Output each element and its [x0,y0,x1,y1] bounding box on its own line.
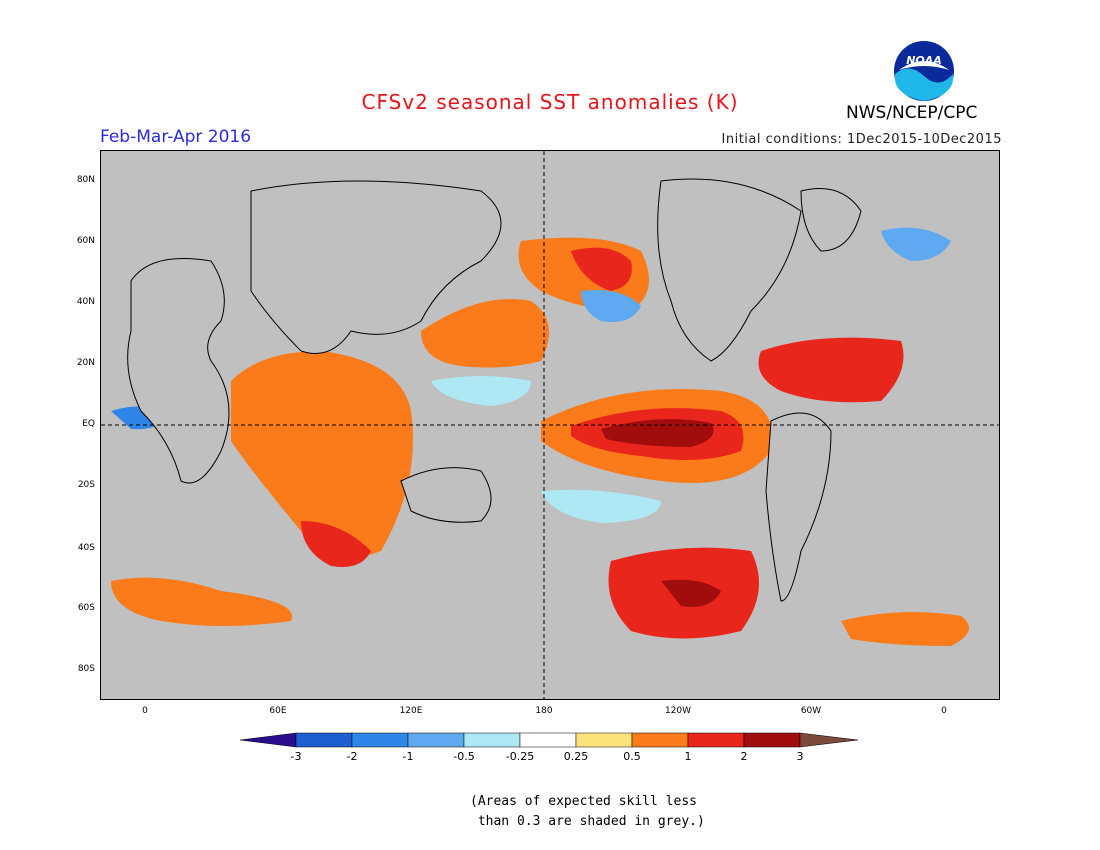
lon-label: 60E [269,706,287,716]
lon-label: 120W [664,706,692,716]
colorbar-bin [463,732,521,748]
colorbar-scale [239,732,859,748]
colorbar-left-arrow [239,732,297,748]
agency-label: NWS/NCEP/CPC [846,103,978,123]
lat-label: 20N [76,358,95,368]
colorbar-bin [295,732,353,748]
lon-label: 180 [535,706,553,716]
colorbar-bin [407,732,465,748]
colorbar-label: -1 [402,750,414,763]
lat-label: 80N [76,175,95,185]
map-title: CFSv2 seasonal SST anomalies (K) [361,90,739,114]
colorbar-bin [631,732,689,748]
colorbar-label: -0.5 [453,750,475,763]
colorbar: -3 -2 -1 -0.5 -0.25 0.25 0.5 1 2 3 [230,730,870,763]
logo-text: NOAA [906,54,942,67]
colorbar-bin [519,732,577,748]
colorbar-label: 0.5 [623,750,641,763]
colorbar-bin [575,732,633,748]
skill-note-line-2: than 0.3 are shaded in grey.) [470,814,705,829]
colorbar-label: 1 [684,750,692,763]
colorbar-label: 0.25 [563,750,589,763]
colorbar-label: 2 [740,750,748,763]
lat-label: 60N [76,236,95,246]
continent-outlines [127,178,862,602]
map-canvas [101,151,999,699]
lat-label: 60S [77,603,95,613]
lat-label: 20S [77,480,95,490]
lat-label: 40S [77,543,95,553]
lon-label: 0 [941,706,947,716]
colorbar-bin [351,732,409,748]
colorbar-bin [687,732,745,748]
colorbar-bin [743,732,801,748]
colorbar-label: 3 [796,750,804,763]
noaa-logo: NOAA [894,41,954,101]
lat-label: 40N [76,297,95,307]
colorbar-label: -3 [290,750,302,763]
colorbar-label: -0.25 [505,750,535,763]
lat-label: EQ [82,419,95,429]
colorbar-label: -2 [346,750,358,763]
lat-label: 80S [77,664,95,674]
initial-conditions: Initial conditions: 1Dec2015-10Dec2015 [721,132,1002,147]
lon-label: 60W [800,706,822,716]
forecast-period: Feb-Mar-Apr 2016 [100,127,252,147]
sst-anomaly-map [100,150,1000,700]
skill-note-line-1: (Areas of expected skill less [470,794,697,809]
anomaly-fields [111,227,969,646]
skill-note: (Areas of expected skill less than 0.3 a… [470,792,705,832]
colorbar-right-arrow [799,732,859,748]
lon-label: 120E [399,706,423,716]
lon-label: 0 [142,706,148,716]
